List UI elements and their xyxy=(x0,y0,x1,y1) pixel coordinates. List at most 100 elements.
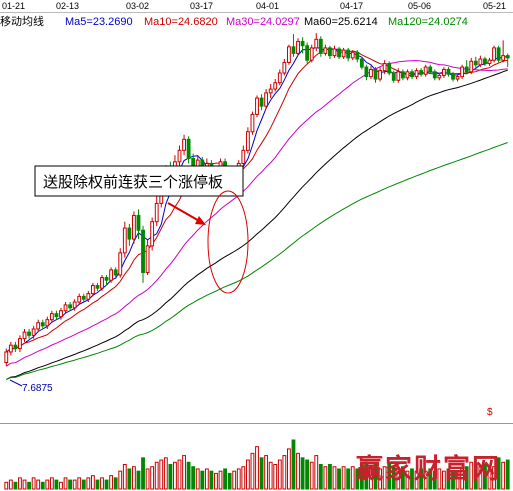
candle-body xyxy=(40,322,45,327)
candle xyxy=(492,45,496,63)
volume-bar xyxy=(49,477,54,490)
candle-body xyxy=(63,304,68,312)
candle-body xyxy=(95,284,100,289)
candle xyxy=(241,145,246,167)
date-label: 05-06 xyxy=(408,1,431,11)
candle-body xyxy=(255,97,259,115)
volume-bar xyxy=(177,459,182,490)
volume-bar xyxy=(27,481,31,490)
candle-body xyxy=(286,46,291,63)
volume-bar xyxy=(400,466,405,490)
candle xyxy=(410,69,414,80)
candle-body xyxy=(104,277,109,281)
candle xyxy=(100,275,104,291)
volume-bar xyxy=(496,457,501,490)
volume-bar xyxy=(314,455,319,490)
volume-bar xyxy=(100,477,104,490)
candle xyxy=(469,57,474,75)
candle xyxy=(332,45,337,58)
candle-body xyxy=(464,66,469,73)
candle-body xyxy=(122,227,127,254)
candle xyxy=(36,319,41,333)
volume-bar xyxy=(72,479,77,490)
candle xyxy=(286,44,291,65)
candle-body xyxy=(492,47,496,61)
volume-bar xyxy=(8,479,13,490)
candle-body xyxy=(277,72,282,84)
candle-body xyxy=(77,295,82,303)
candle-body xyxy=(90,284,95,295)
candle xyxy=(364,64,369,81)
candle xyxy=(109,267,114,283)
candle-body xyxy=(132,214,136,240)
volume-bar xyxy=(255,446,259,490)
candle xyxy=(437,73,442,81)
candle-body xyxy=(483,58,487,65)
candle xyxy=(40,319,45,329)
volume-bar xyxy=(81,479,86,490)
candle xyxy=(314,33,319,52)
candle xyxy=(186,136,191,164)
candle xyxy=(54,310,59,320)
date-axis: 01-21 02-13 03-02 03-17 04-01 04-17 05-0… xyxy=(0,1,513,13)
volume-bar xyxy=(150,466,155,490)
ma-legend: 移动均线 Ma5=23.2690 Ma10=24.6820 Ma30=24.02… xyxy=(0,14,468,28)
ma30-line xyxy=(6,60,508,367)
candle-body xyxy=(13,344,18,350)
candle xyxy=(441,67,446,78)
candle xyxy=(45,316,50,329)
candle-body xyxy=(414,70,419,78)
volume-bar xyxy=(168,464,173,490)
candle-body xyxy=(473,60,478,66)
candle-body xyxy=(373,68,378,80)
volume-bar xyxy=(282,455,287,490)
candle-body xyxy=(328,47,332,57)
highlight-ellipse xyxy=(207,190,249,294)
volume-bar xyxy=(373,464,378,490)
candle xyxy=(122,221,127,258)
volume-bar xyxy=(382,466,387,490)
candle-body xyxy=(186,138,191,159)
candle-body xyxy=(118,252,123,276)
candle-body xyxy=(45,319,50,327)
candle xyxy=(300,37,305,54)
candle-body xyxy=(49,313,54,321)
candle xyxy=(282,59,287,76)
volume-bar xyxy=(323,466,328,490)
volume-bar xyxy=(328,464,332,490)
candle xyxy=(309,44,314,63)
candle-body xyxy=(264,92,269,107)
candle xyxy=(341,47,346,60)
candle-body xyxy=(405,71,410,79)
volume-bar xyxy=(359,464,364,490)
candle xyxy=(387,61,392,76)
volume-bar xyxy=(455,470,460,490)
volume-bar xyxy=(318,464,323,490)
candle-body xyxy=(501,55,506,61)
volume-bar xyxy=(118,470,123,490)
ma120-line xyxy=(6,142,508,381)
volume-bar xyxy=(414,470,419,490)
candle xyxy=(113,267,118,278)
watermark: 赢家财富网 xyxy=(356,453,501,485)
candle xyxy=(496,45,501,63)
candle-body xyxy=(410,71,414,78)
candle xyxy=(487,57,492,66)
candle xyxy=(400,69,405,81)
volume-bar xyxy=(54,479,59,490)
volume-bar xyxy=(437,468,442,490)
candle xyxy=(150,217,155,251)
volume-bar xyxy=(387,461,392,490)
volume-bar xyxy=(264,455,269,490)
volume-bar xyxy=(428,468,433,490)
volume-bar xyxy=(350,466,355,490)
volume-bar xyxy=(446,468,451,490)
candle xyxy=(455,74,460,82)
volume-bar xyxy=(346,468,351,490)
candle-body xyxy=(355,51,360,60)
candle-body xyxy=(305,45,310,61)
volume-bar xyxy=(86,477,91,490)
volume-bar xyxy=(391,466,396,490)
candle-body xyxy=(337,48,341,58)
